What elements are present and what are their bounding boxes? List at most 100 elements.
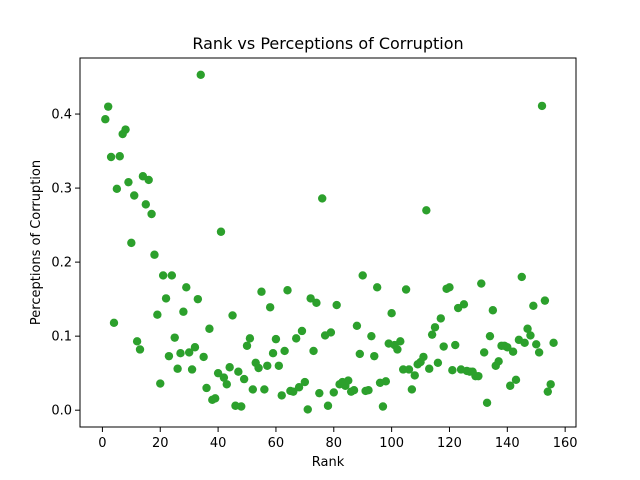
data-point [248,385,257,394]
data-point [517,272,526,282]
data-point [479,348,489,357]
chart-title: Rank vs Perceptions of Corruption [192,34,463,53]
data-point [277,391,286,400]
y-tick-label: 0.4 [51,108,72,123]
data-point [303,405,312,414]
data-point [529,301,538,310]
data-point [280,346,289,356]
axes-background [80,58,576,427]
data-point [433,358,443,368]
data-point [526,331,535,340]
y-axis-label: Perceptions of Corruption [29,160,44,325]
data-point [364,386,373,395]
data-point [156,379,165,388]
data-point [184,348,194,357]
data-point [199,352,208,362]
data-point [265,303,275,312]
data-point [115,152,124,161]
data-point [474,371,483,381]
data-point [190,343,200,352]
data-point [543,387,552,396]
data-point [546,380,555,389]
data-point [523,324,532,333]
data-point [127,238,136,248]
data-point [508,347,518,356]
data-point [399,365,408,374]
data-point [274,361,284,370]
data-point [477,279,486,288]
y-tick-label: 0.2 [51,256,72,271]
data-point [135,345,145,354]
data-point [355,349,365,359]
data-point [173,364,182,373]
data-point [141,200,150,209]
data-point [381,377,391,386]
x-tick-label: 120 [437,436,462,451]
data-point [150,250,159,259]
data-point [549,338,558,348]
data-point [540,296,550,305]
data-point [106,152,116,162]
plot-area [79,57,577,428]
data-point [410,371,419,380]
axes-frame [79,57,577,428]
data-point [205,324,214,333]
data-point [396,337,405,346]
data-point [237,402,246,411]
data-point [352,321,362,330]
data-point [344,376,353,385]
data-point [263,361,272,370]
data-point [422,206,431,215]
x-tick-label: 80 [326,436,343,451]
data-point [378,402,388,411]
data-point [427,330,437,339]
data-point [485,331,495,341]
data-point [124,177,133,187]
data-point [401,285,411,294]
data-point [503,343,512,352]
data-point [291,334,301,343]
data-point [211,394,220,403]
data-point [537,101,547,111]
data-point [370,351,379,361]
data-point [459,300,469,309]
data-point [494,357,503,366]
data-point [161,294,171,303]
y-tick-label: 0.0 [51,404,72,419]
data-point [121,125,130,134]
data-point [332,300,341,310]
data-point [187,365,197,374]
data-point [436,314,445,323]
data-point [289,387,298,396]
data-point [196,70,205,80]
x-tick-label: 20 [152,436,169,451]
data-point [306,294,315,303]
x-axis-label: Rank [312,455,345,470]
data-point [109,318,119,328]
x-axis-ticks: 0 20 40 60 80 100 120 140 160 [98,427,578,451]
data-point [439,342,448,351]
data-point [182,283,191,292]
y-axis-ticks: 0.0 0.1 0.2 0.3 0.4 [51,108,80,419]
data-points [101,70,558,414]
data-point [393,345,402,354]
data-point [511,375,521,385]
data-point [170,333,179,342]
data-point [112,184,122,194]
data-point [506,381,515,390]
x-tick-label: 160 [553,436,578,451]
data-point [234,367,243,376]
data-point [257,287,266,296]
data-point [283,286,292,295]
x-tick-label: 60 [268,436,285,451]
data-point [294,383,304,392]
data-point [358,271,367,280]
data-point [315,388,324,398]
data-point [153,310,162,319]
x-tick-label: 0 [98,436,106,451]
data-point [488,306,498,315]
data-point [268,348,278,358]
data-point [164,351,174,361]
data-point [323,401,333,410]
